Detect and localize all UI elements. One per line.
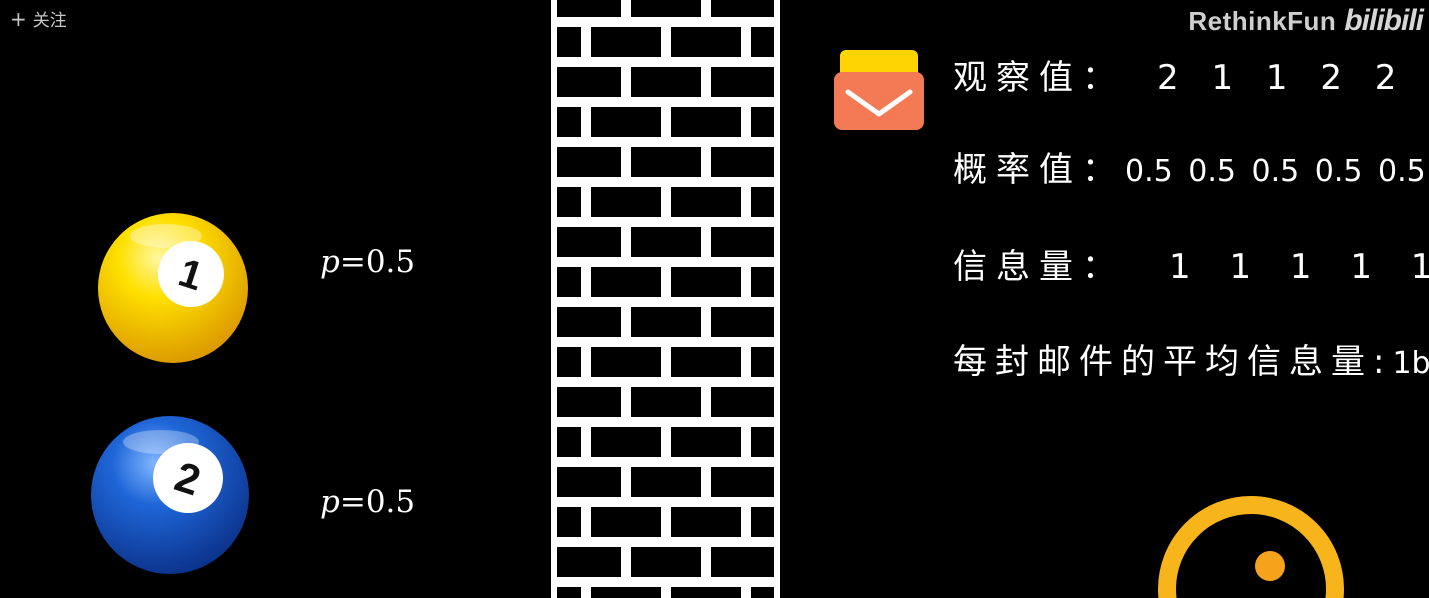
- average-values: 1bit: [1392, 346, 1429, 381]
- information-values: 1 1 1 1 1: [1169, 247, 1429, 287]
- probability-label: 概率值：: [953, 150, 1125, 190]
- prob-value: =0.5: [339, 244, 416, 280]
- average-row: 每封邮件的平均信息量:1bit: [953, 334, 1429, 383]
- bilibili-logo: bilibili: [1344, 4, 1424, 37]
- probability-values: 0.5 0.5 0.5 0.5 0.5: [1125, 154, 1426, 189]
- watermark: RethinkFun bilibili: [1188, 4, 1424, 38]
- observed-label: 观察值：: [953, 58, 1125, 98]
- envelope-icon: [834, 50, 924, 130]
- channel-name: RethinkFun: [1188, 5, 1337, 36]
- prob-symbol: p: [320, 244, 340, 280]
- follow-label: 关注: [32, 11, 67, 31]
- prob-symbol: p: [320, 484, 340, 520]
- information-row: 信息量： 1 1 1 1 1: [953, 239, 1429, 288]
- ball-2-number-disc: [153, 443, 223, 513]
- plus-icon: +: [10, 6, 27, 31]
- ball-2: 2: [91, 416, 249, 574]
- ring-decoration: [1158, 496, 1344, 598]
- observed-values: 2 1 1 2 2: [1157, 58, 1397, 98]
- ball-1-number-disc: [158, 241, 224, 307]
- information-label: 信息量：: [953, 247, 1125, 287]
- brick-wall: [551, 0, 780, 598]
- ball-2-probability: p=0.5: [320, 484, 415, 520]
- observed-row: 观察值： 2 1 1 2 2: [953, 50, 1396, 99]
- prob-value: =0.5: [339, 484, 416, 520]
- follow-button[interactable]: + 关注: [10, 6, 67, 32]
- average-label: 每封邮件的平均信息量:: [953, 342, 1393, 382]
- ball-1: 1: [98, 213, 248, 363]
- ball-1-probability: p=0.5: [320, 244, 415, 280]
- probability-row: 概率值：0.5 0.5 0.5 0.5 0.5: [953, 142, 1426, 191]
